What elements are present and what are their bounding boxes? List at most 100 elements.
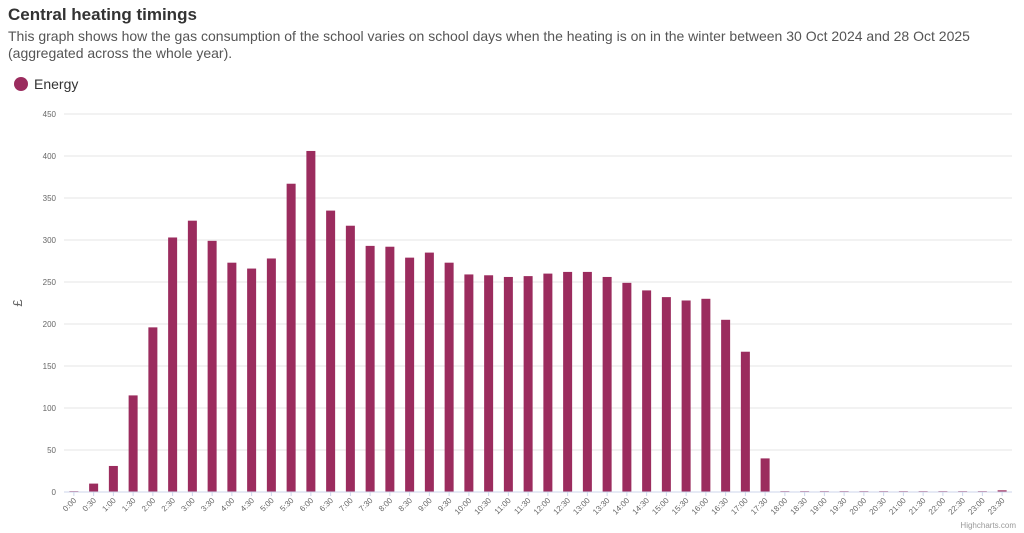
x-tick-label: 1:00 [100,496,118,514]
bar-13-00[interactable] [582,271,592,492]
x-tick-label: 21:00 [887,496,908,517]
bar-3-00[interactable] [187,220,197,492]
bar-2-30[interactable] [168,237,178,492]
x-tick-label: 0:00 [61,496,79,514]
bar-8-30[interactable] [405,257,415,492]
x-axis: 0:00 0:30 1:00 1:30 2:00 2:30 3:00 3:30 4:00 4:30… [61,491,1012,517]
y-axis: 0 50 100 150 200 250 300 350 400 450 [43,110,57,497]
bar-23-30[interactable] [997,490,1007,492]
credits-link[interactable]: Highcharts.com [960,521,1016,530]
bar-12-30[interactable] [563,271,573,492]
x-tick-label: 14:00 [611,496,632,517]
x-tick-label: 6:30 [318,496,336,514]
bar-9-00[interactable] [424,252,434,492]
bar-4-30[interactable] [247,268,257,492]
bar-17-30[interactable] [760,458,770,492]
x-tick-label: 18:00 [769,496,790,517]
legend-label-energy: Energy [34,76,79,92]
x-tick-label: 12:00 [532,496,553,517]
bar-6-30[interactable] [326,210,336,492]
x-tick-label: 12:30 [552,496,573,517]
y-tick-label: 0 [52,488,57,497]
x-tick-label: 15:30 [670,496,691,517]
x-tick-label: 6:00 [298,496,316,514]
legend-marker [14,77,28,91]
x-tick-label: 11:30 [512,496,532,516]
x-tick-label: 13:00 [571,496,592,517]
chart-subtitle: This graph shows how the gas consumption… [8,28,970,61]
bar-4-00[interactable] [227,262,237,492]
bar-5-30[interactable] [286,183,296,492]
x-tick-label: 18:30 [789,496,810,517]
x-tick-label: 1:30 [120,496,138,514]
bar-7-30[interactable] [365,245,375,492]
x-tick-label: 19:30 [828,496,849,517]
bar-11-30[interactable] [523,276,533,492]
x-tick-label: 7:30 [357,496,375,514]
y-tick-label: 300 [43,236,57,245]
x-tick-label: 23:30 [986,496,1007,517]
bar-0-30[interactable] [89,483,99,492]
y-tick-label: 200 [43,320,57,329]
bar-16-30[interactable] [721,319,731,492]
x-tick-label: 20:00 [848,496,869,517]
y-tick-label: 400 [43,152,57,161]
x-tick-label: 9:30 [436,496,454,514]
y-tick-label: 150 [43,362,57,371]
bar-15-30[interactable] [681,300,691,492]
bar-16-00[interactable] [701,298,711,492]
bar-8-00[interactable] [385,246,395,492]
x-tick-label: 3:30 [199,496,217,514]
x-tick-label: 8:00 [377,496,395,514]
bar-13-30[interactable] [602,276,612,492]
x-tick-label: 4:00 [219,496,237,514]
bar-2-00[interactable] [148,327,158,492]
x-tick-label: 0:30 [81,496,99,514]
bar-9-30[interactable] [444,262,454,492]
bar-7-00[interactable] [345,225,355,492]
x-tick-label: 19:00 [808,496,829,517]
legend[interactable]: Energy [14,76,78,92]
bar-11-00[interactable] [503,276,513,492]
bar-3-30[interactable] [207,240,217,492]
bar-12-00[interactable] [543,273,553,492]
bar-6-00[interactable] [306,150,316,492]
x-tick-label: 15:00 [650,496,671,517]
x-tick-label: 9:00 [416,496,434,514]
x-tick-label: 16:30 [710,496,731,517]
bar-10-30[interactable] [484,275,494,492]
bar-15-00[interactable] [661,297,671,492]
x-tick-label: 23:00 [966,496,987,517]
bar-14-00[interactable] [622,282,632,492]
bars [69,150,1007,492]
x-tick-label: 17:30 [749,496,770,517]
bar-10-00[interactable] [464,274,474,492]
chart-title: Central heating timings [8,5,197,24]
x-tick-label: 10:00 [453,496,474,517]
bar-5-00[interactable] [266,258,276,492]
x-tick-label: 22:00 [927,496,948,517]
x-tick-label: 3:00 [179,496,197,514]
x-tick-label: 22:30 [947,496,968,517]
x-tick-label: 11:00 [493,496,513,516]
x-tick-label: 5:30 [278,496,296,514]
x-tick-label: 5:00 [258,496,276,514]
x-tick-label: 17:00 [729,496,750,517]
y-tick-label: 100 [43,404,57,413]
x-tick-label: 2:30 [160,496,178,514]
bar-1-30[interactable] [128,395,138,492]
bar-14-30[interactable] [642,290,652,492]
x-tick-label: 14:30 [631,496,652,517]
x-tick-label: 2:00 [140,496,158,514]
bar-17-00[interactable] [740,351,750,492]
x-tick-label: 16:00 [690,496,711,517]
x-tick-label: 20:30 [868,496,889,517]
x-tick-label: 21:30 [907,496,928,517]
y-axis-label: £ [10,299,25,307]
bar-1-00[interactable] [108,465,118,492]
x-tick-label: 7:00 [337,496,355,514]
y-tick-label: 50 [47,446,56,455]
x-tick-label: 8:30 [397,496,415,514]
y-tick-label: 350 [43,194,57,203]
